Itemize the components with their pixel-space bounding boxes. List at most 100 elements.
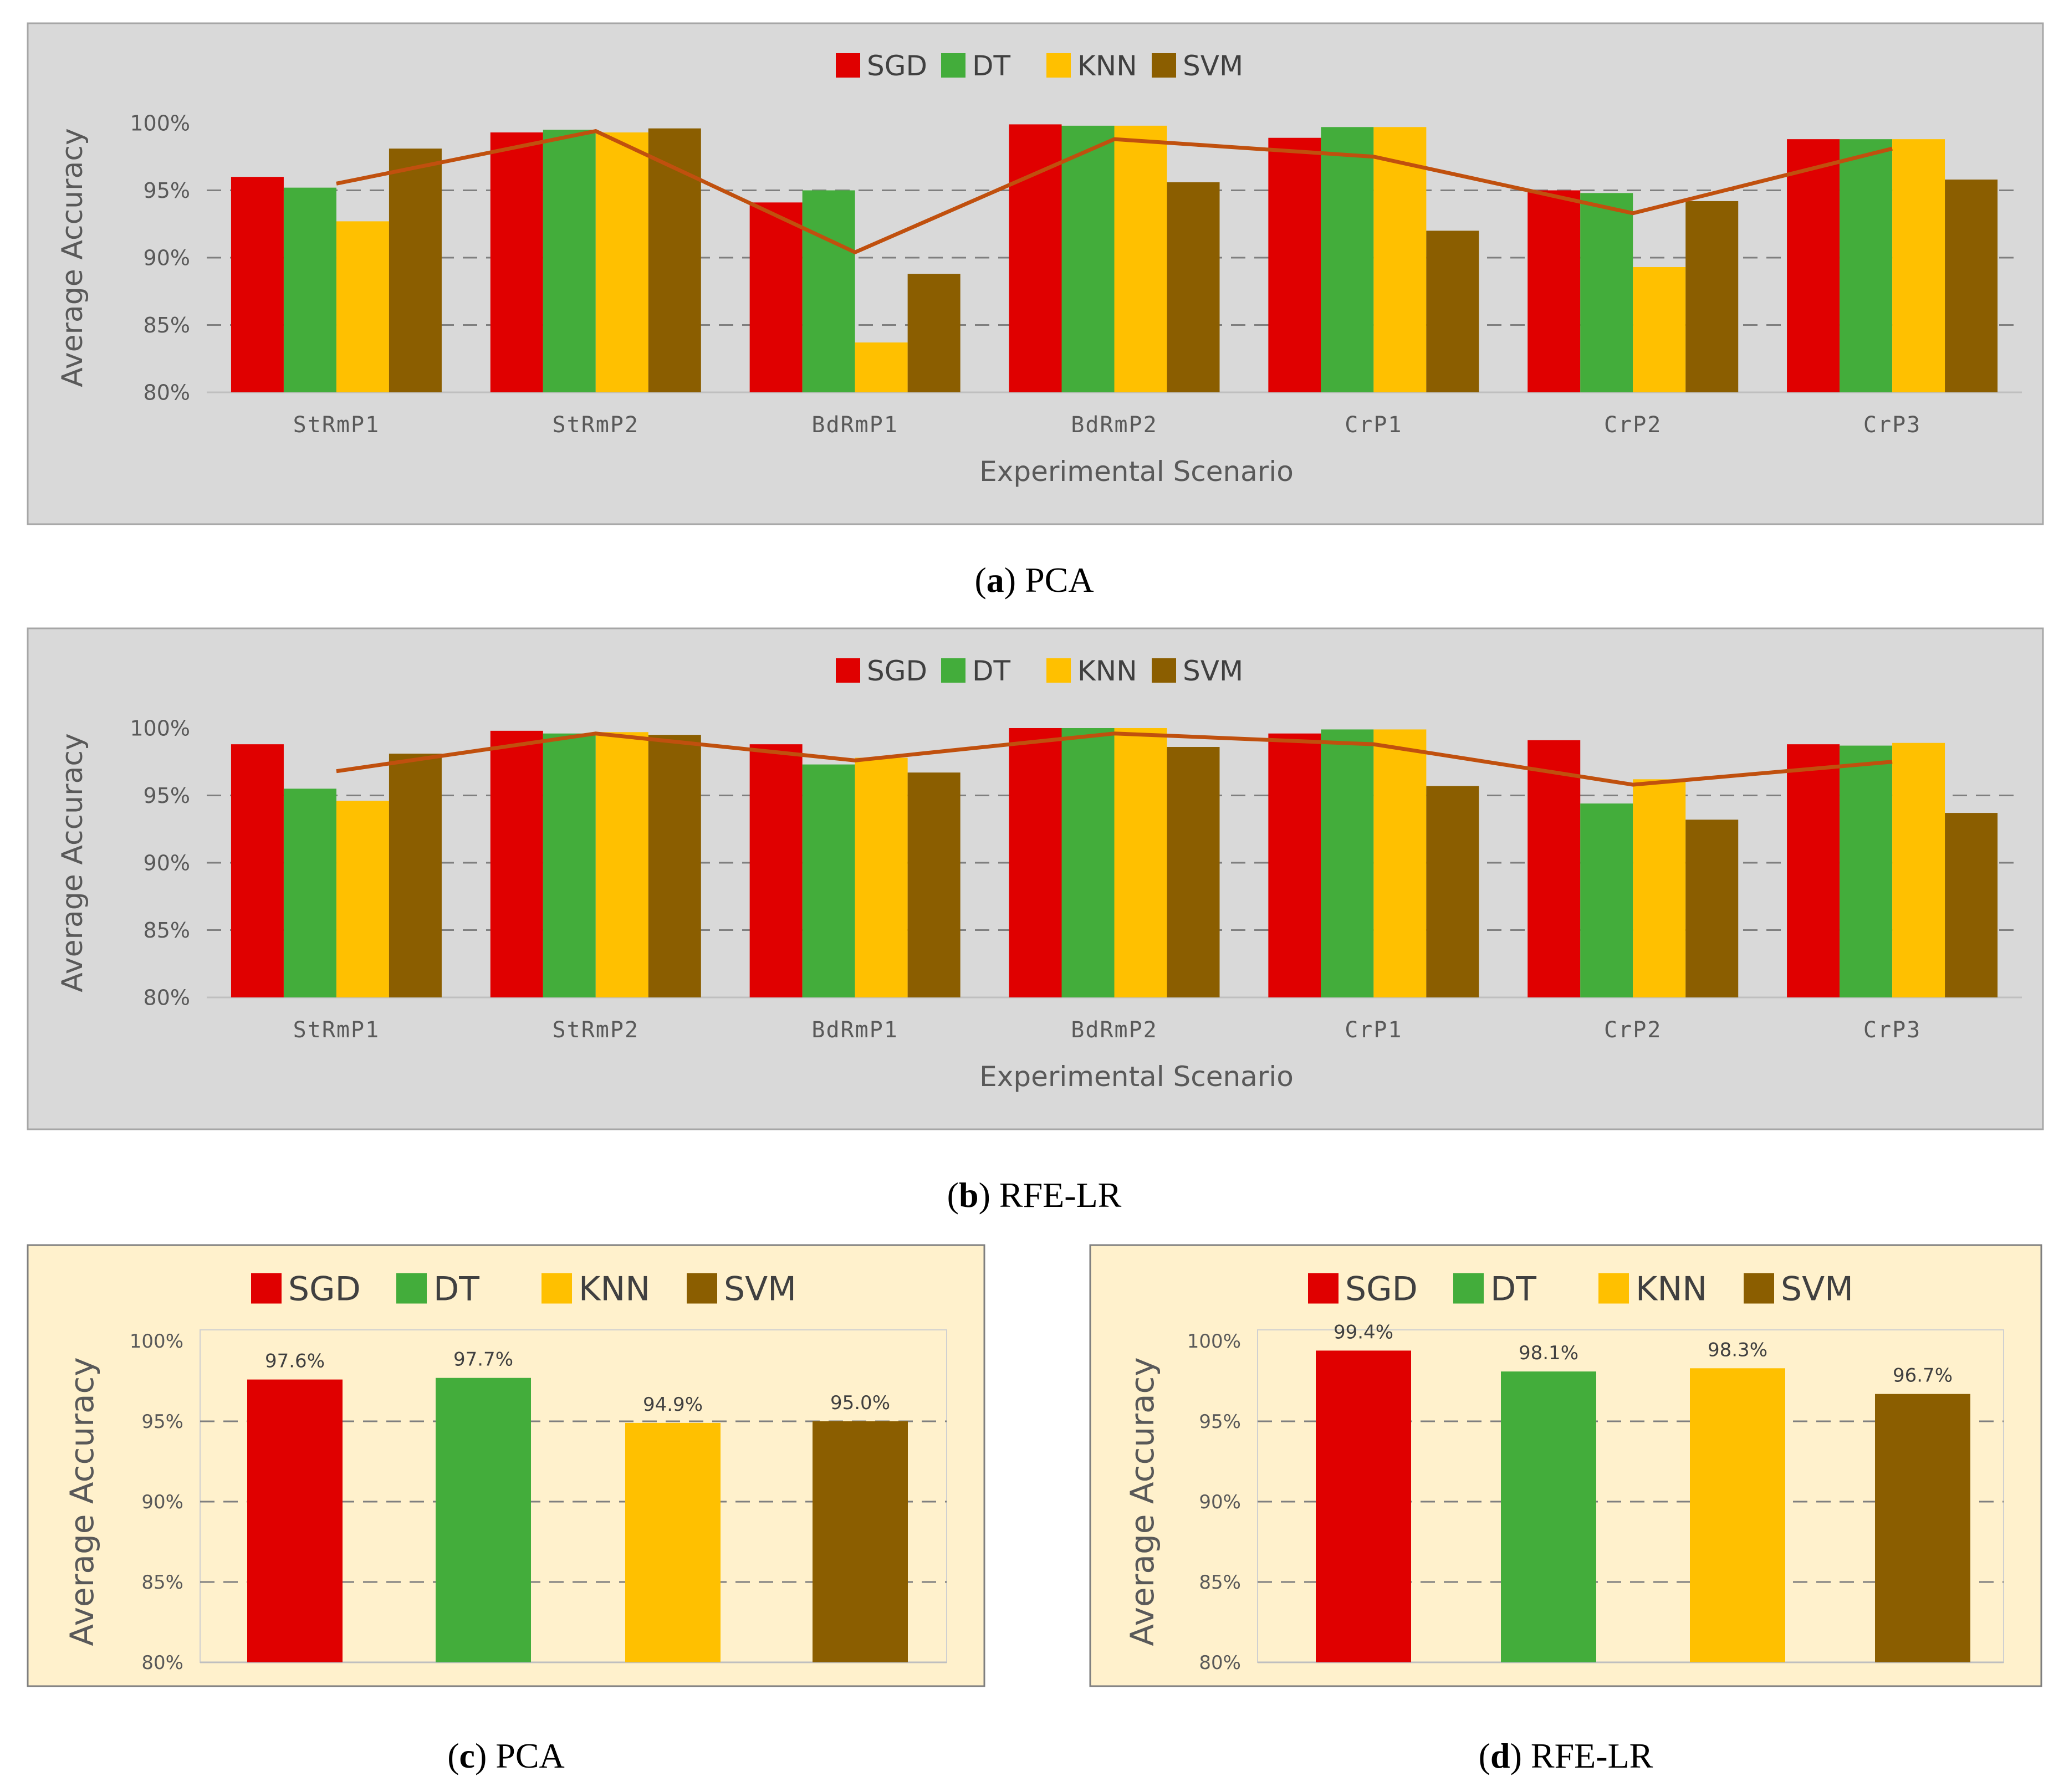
x-tick-label: BdRmP1 bbox=[811, 412, 898, 438]
bar-sgd bbox=[231, 177, 284, 392]
x-axis-title: Experimental Scenario bbox=[979, 1061, 1294, 1093]
legend-label-svm: SVM bbox=[1183, 50, 1243, 82]
bar-sgd bbox=[247, 1379, 343, 1662]
caption-c: (c) PCA bbox=[447, 1736, 565, 1775]
x-tick-label: CrP2 bbox=[1604, 1017, 1662, 1043]
bar-dt bbox=[543, 130, 596, 392]
legend-label-svm: SVM bbox=[724, 1270, 796, 1309]
bar-knn bbox=[855, 757, 908, 997]
bar-dt bbox=[1061, 728, 1115, 997]
x-axis-title: Experimental Scenario bbox=[979, 455, 1294, 488]
x-tick-label: CrP3 bbox=[1863, 412, 1921, 438]
bar-knn bbox=[855, 342, 908, 392]
caption-b-letter: b bbox=[958, 1175, 979, 1215]
bar-svm bbox=[1945, 180, 1998, 392]
bar-svm bbox=[648, 128, 701, 392]
bar-dt bbox=[436, 1378, 531, 1662]
y-tick-label: 80% bbox=[1199, 1652, 1241, 1674]
bar-svm bbox=[1167, 747, 1220, 997]
bar-sgd bbox=[749, 202, 803, 392]
legend-swatch-knn bbox=[541, 1273, 572, 1304]
bar-svm bbox=[1426, 786, 1479, 997]
y-tick-label: 90% bbox=[141, 1491, 183, 1513]
chart-panel-c: 80% 85% 90% 95% 100% Average Accuracy SGD DT KNN… bbox=[27, 1244, 985, 1687]
y-axis-title: Average Accuracy bbox=[1123, 1357, 1161, 1646]
bar-knn bbox=[336, 221, 389, 392]
x-tick-label: BdRmP2 bbox=[1071, 1017, 1158, 1043]
chart-a-svg: 80% 85% 90% 95% 100% Average Accuracy SGD DT KNN… bbox=[27, 22, 2044, 525]
legend-label-sgd: SGD bbox=[288, 1270, 361, 1309]
bar-dt bbox=[1321, 127, 1374, 393]
trend-line bbox=[336, 731, 1893, 787]
y-tick-label: 95% bbox=[144, 178, 190, 203]
y-tick-label: 90% bbox=[144, 245, 190, 270]
bar-dt bbox=[802, 764, 855, 997]
bar-svm bbox=[1685, 820, 1739, 997]
x-tick-label: CrP1 bbox=[1345, 412, 1402, 438]
caption-c-text: PCA bbox=[495, 1736, 565, 1775]
legend-label-knn: KNN bbox=[1636, 1270, 1707, 1309]
bar-svm bbox=[1685, 201, 1739, 392]
bar-svm bbox=[1167, 182, 1220, 392]
legend-swatch-knn bbox=[1598, 1273, 1629, 1304]
bar-dt bbox=[283, 789, 336, 997]
y-tick-label: 90% bbox=[144, 851, 190, 875]
bar-sgd bbox=[1787, 139, 1840, 392]
bar-sgd bbox=[1787, 744, 1840, 997]
y-tick-label: 80% bbox=[144, 985, 190, 1010]
data-label: 95.0% bbox=[830, 1392, 890, 1414]
y-tick-label: 95% bbox=[144, 784, 190, 808]
data-label: 96.7% bbox=[1893, 1365, 1953, 1387]
bar-sgd bbox=[1528, 740, 1581, 997]
bar-dt bbox=[1580, 193, 1633, 392]
chart-b-svg: 80% 85% 90% 95% 100% Average Accuracy SGD DT KNN… bbox=[27, 627, 2044, 1130]
legend-swatch-svm bbox=[1152, 658, 1176, 683]
data-label: 98.3% bbox=[1708, 1339, 1767, 1361]
bar-svm bbox=[813, 1421, 908, 1662]
legend-label-sgd: SGD bbox=[867, 655, 927, 687]
x-tick-label: BdRmP2 bbox=[1071, 412, 1158, 438]
y-tick-label: 85% bbox=[141, 1571, 183, 1594]
bar-sgd bbox=[1009, 728, 1062, 997]
caption-a-letter: a bbox=[986, 560, 1004, 600]
bar-sgd bbox=[490, 132, 543, 392]
legend-swatch-dt bbox=[941, 53, 965, 78]
y-tick-label: 85% bbox=[144, 918, 190, 943]
caption-d: (d) RFE-LR bbox=[1478, 1736, 1653, 1775]
bar-dt bbox=[1061, 125, 1115, 393]
y-tick-label: 90% bbox=[1199, 1491, 1241, 1513]
legend-swatch-dt bbox=[396, 1273, 427, 1304]
y-tick-label: 95% bbox=[1199, 1411, 1241, 1433]
bar-knn bbox=[1633, 267, 1686, 392]
bar-knn bbox=[595, 132, 648, 392]
y-tick-label: 85% bbox=[1199, 1571, 1241, 1594]
bar-dt bbox=[543, 733, 596, 997]
caption-a: (a) PCA bbox=[974, 560, 1094, 600]
legend-swatch-knn bbox=[1046, 53, 1071, 78]
legend-label-dt: DT bbox=[972, 655, 1011, 687]
bar-sgd bbox=[1268, 733, 1321, 997]
bar-knn bbox=[1633, 779, 1686, 997]
bar-sgd bbox=[749, 744, 803, 997]
legend-label-sgd: SGD bbox=[867, 50, 927, 82]
legend-swatch-sgd bbox=[1308, 1273, 1339, 1304]
y-axis-title: Average Accuracy bbox=[56, 128, 89, 387]
x-tick-label: CrP2 bbox=[1604, 412, 1662, 438]
bar-svm bbox=[1426, 231, 1479, 392]
y-tick-label: 85% bbox=[144, 313, 190, 337]
caption-d-text: RFE-LR bbox=[1530, 1736, 1653, 1775]
bar-knn bbox=[1373, 729, 1427, 997]
bar-svm bbox=[907, 772, 961, 997]
bar-knn bbox=[1114, 125, 1167, 393]
bar-dt bbox=[283, 187, 336, 392]
legend-swatch-sgd bbox=[836, 53, 860, 78]
caption-a-text: PCA bbox=[1025, 560, 1094, 600]
data-label: 94.9% bbox=[643, 1394, 703, 1416]
bar-knn bbox=[1373, 127, 1427, 393]
data-label: 97.6% bbox=[265, 1350, 325, 1373]
bar-knn bbox=[1892, 743, 1945, 997]
bar-svm bbox=[389, 754, 442, 997]
x-tick-label: StRmP2 bbox=[553, 412, 640, 438]
bar-dt bbox=[1580, 803, 1633, 997]
y-axis-title: Average Accuracy bbox=[56, 733, 89, 992]
